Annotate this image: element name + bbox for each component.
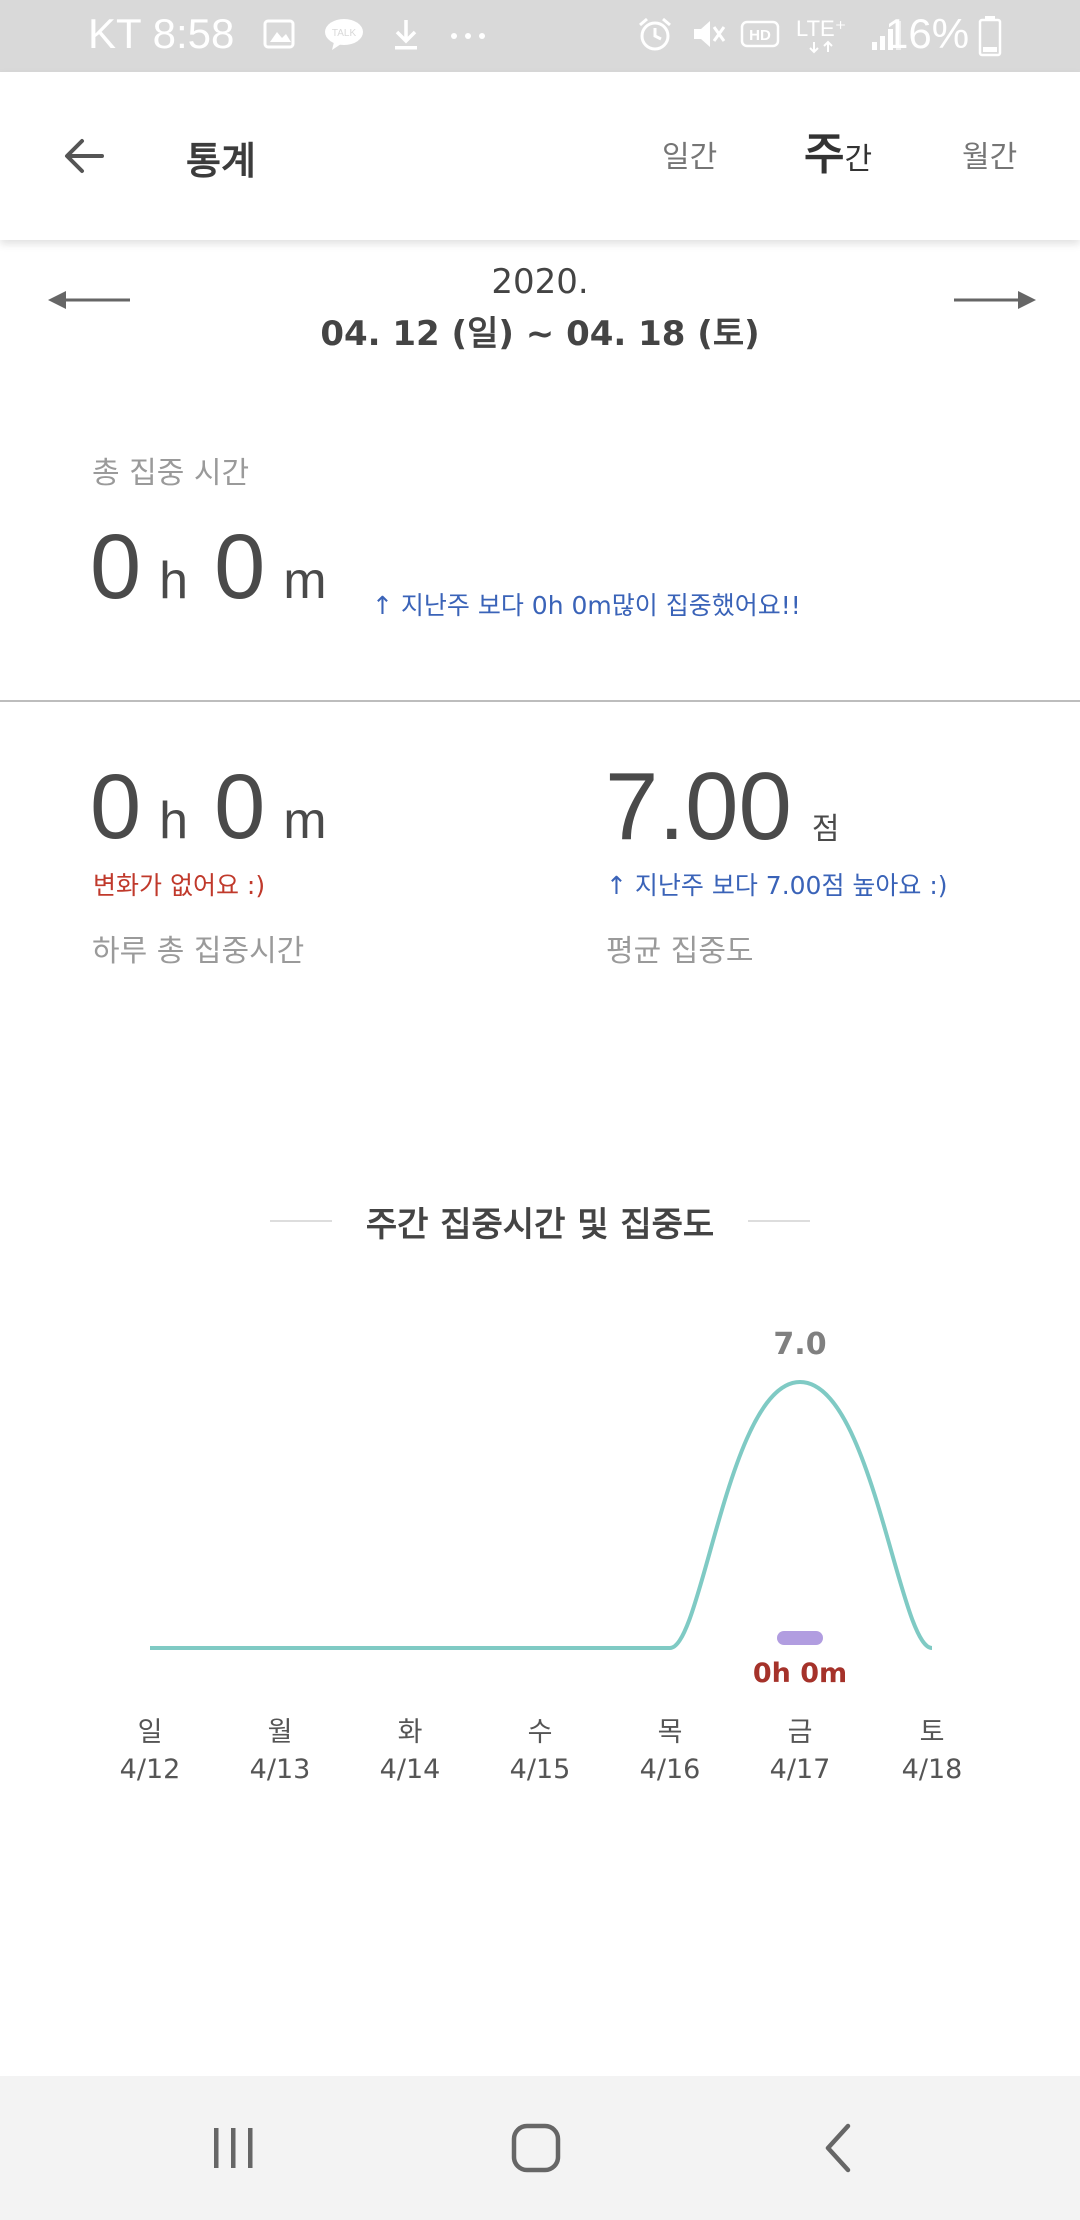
average-score-value: 7.00 [605, 753, 792, 860]
tab-daily[interactable]: 일간 [662, 140, 718, 175]
year-label: 2020. [491, 262, 589, 302]
svg-text:TALK: TALK [332, 28, 357, 39]
chart-title-wrap: 주간 집중시간 및 집중도 [0, 1198, 1080, 1245]
more-dots-icon [446, 12, 490, 56]
chart-title-line-right [748, 1220, 811, 1222]
signal-icon [870, 12, 906, 56]
x-label-1: 일 4/12 [90, 1710, 210, 1785]
chart-title-line-left [269, 1220, 332, 1222]
focus-time-bar [777, 1631, 823, 1645]
total-hours-unit: h [159, 552, 189, 610]
score-compare-text: ↑ 지난주 보다 7.00점 높아요 :) [606, 871, 948, 900]
x-tick-weekday: 토 [919, 1717, 945, 1748]
image-icon [262, 12, 298, 56]
carrier-time: KT 8:58 [88, 10, 235, 57]
arrow-left-icon [65, 139, 104, 173]
x-tick-weekday: 금 [787, 1717, 813, 1748]
hd-icon: HD [740, 12, 780, 56]
tab-weekly[interactable]: 주간 [804, 118, 872, 182]
arrow-left-icon [48, 291, 130, 309]
average-score: 7.00 점 [605, 752, 839, 862]
mute-icon [688, 12, 726, 56]
total-compare-text: ↑ 지난주 보다 0h 0m많이 집중했어요!! [372, 591, 801, 620]
battery-percent: 16% [885, 10, 970, 57]
talk-icon: TALK [322, 12, 366, 56]
page-title: 통계 [186, 139, 256, 183]
x-tick-date: 4/12 [119, 1754, 181, 1785]
system-back-button[interactable] [800, 2116, 880, 2180]
x-tick-weekday: 월 [267, 1717, 293, 1748]
prev-week-button[interactable] [44, 280, 134, 320]
average-score-label: 평균 집중도 [606, 934, 754, 969]
daily-hours-unit: h [159, 792, 189, 850]
next-week-button[interactable] [950, 280, 1040, 320]
daily-focus-label: 하루 총 집중시간 [92, 934, 305, 969]
svg-text:HD: HD [749, 27, 771, 44]
x-tick-date: 4/18 [901, 1754, 963, 1785]
status-bar: KT 8:58 TALK HD LTE⁺ 16% [0, 0, 1080, 72]
date-navigator: 2020. 04. 12 (일) ~ 04. 18 (토) [0, 250, 1080, 360]
total-focus-label: 총 집중 시간 [92, 456, 250, 491]
lte-icon: LTE⁺ [794, 12, 856, 56]
home-button[interactable] [496, 2116, 576, 2180]
x-label-6: 금 4/17 [740, 1710, 860, 1785]
x-label-2: 월 4/13 [220, 1710, 340, 1785]
x-label-7: 토 4/18 [872, 1710, 992, 1785]
x-label-4: 수 4/15 [480, 1710, 600, 1785]
back-button[interactable] [52, 124, 116, 188]
total-focus-time: 0 h 0 m [90, 515, 353, 620]
x-tick-date: 4/17 [769, 1754, 831, 1785]
svg-text:LTE⁺: LTE⁺ [796, 16, 846, 41]
divider [0, 700, 1080, 702]
recents-button[interactable] [194, 2116, 274, 2180]
daily-focus-time: 0 h 0 m [90, 755, 353, 860]
focus-time-label: 0h 0m [753, 1658, 847, 1689]
weekly-chart: 7.0 0h 0m [150, 1327, 933, 1689]
x-tick-date: 4/13 [249, 1754, 311, 1785]
x-label-3: 화 4/14 [350, 1710, 470, 1785]
home-icon [511, 2123, 561, 2173]
arrow-right-icon [954, 291, 1036, 309]
point-value-label: 7.0 [773, 1327, 826, 1362]
daily-minutes: 0 [214, 756, 266, 858]
x-tick-weekday: 일 [137, 1717, 163, 1748]
x-tick-weekday: 목 [657, 1717, 683, 1748]
app-bar: 통계 일간 주간 월간 [0, 72, 1080, 240]
x-tick-weekday: 화 [397, 1717, 423, 1748]
focus-score-line [150, 1379, 933, 1650]
download-icon [390, 12, 422, 56]
average-score-unit: 점 [811, 812, 840, 847]
system-nav-bar [0, 2076, 1080, 2220]
tab-weekly-big: 주 [804, 129, 845, 180]
chart-x-labels: 일 4/12 월 4/13 화 4/14 수 4/15 목 4/16 금 4/17 토 4/18 [0, 1710, 1080, 1820]
chart-title: 주간 집중시간 및 집중도 [365, 1204, 715, 1245]
x-tick-weekday: 수 [527, 1717, 553, 1748]
x-tick-date: 4/14 [379, 1754, 441, 1785]
total-minutes: 0 [214, 516, 266, 618]
daily-minutes-unit: m [283, 792, 327, 850]
daily-change-text: 변화가 없어요 :) [93, 871, 266, 900]
battery-icon [978, 14, 1002, 58]
total-minutes-unit: m [283, 552, 327, 610]
date-range-label: 04. 12 (일) ~ 04. 18 (토) [320, 314, 760, 354]
chevron-left-icon [825, 2123, 851, 2173]
tab-weekly-small: 간 [844, 142, 873, 177]
tab-monthly[interactable]: 월간 [962, 140, 1018, 175]
alarm-icon [636, 12, 674, 56]
x-label-5: 목 4/16 [610, 1710, 730, 1785]
recents-icon [214, 2128, 253, 2168]
x-tick-date: 4/16 [639, 1754, 701, 1785]
total-hours: 0 [90, 516, 142, 618]
daily-hours: 0 [90, 756, 142, 858]
x-tick-date: 4/15 [509, 1754, 571, 1785]
